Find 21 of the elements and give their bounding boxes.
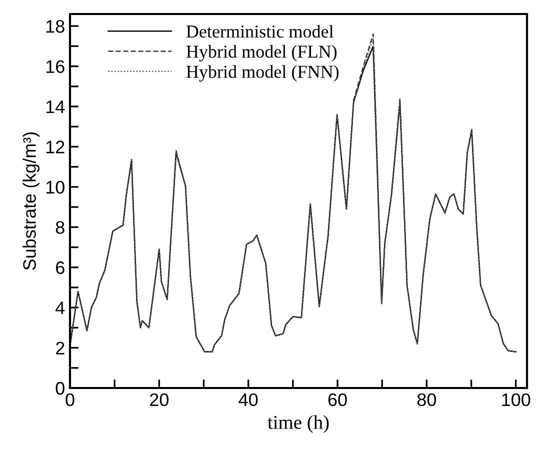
legend-label: Hybrid model (FLN) bbox=[186, 45, 337, 62]
y-tick-label: 10 bbox=[46, 180, 64, 194]
y-tick-label: 14 bbox=[46, 100, 65, 114]
y-tick-label: 16 bbox=[46, 60, 64, 73]
x-tick-label: 0 bbox=[66, 393, 74, 406]
legend-label: Hybrid model (FNN) bbox=[186, 65, 339, 82]
y-tick-label: 6 bbox=[56, 261, 64, 274]
legend-label: Deterministic model bbox=[186, 24, 334, 38]
x-tick-label: 100 bbox=[502, 393, 530, 406]
y-tick-label: 4 bbox=[56, 302, 65, 314]
x-tick-label: 40 bbox=[238, 393, 258, 406]
x-axis-title: time (h) bbox=[268, 415, 329, 433]
y-tick-label: 0 bbox=[56, 382, 64, 395]
y-tick-label: 18 bbox=[46, 20, 64, 33]
x-tick-label: 80 bbox=[417, 393, 436, 406]
x-tick-label: 60 bbox=[328, 393, 347, 406]
y-tick-label: 12 bbox=[46, 140, 64, 154]
y-axis-title: Substrate (kg/m³) bbox=[22, 132, 40, 270]
x-tick-label: 20 bbox=[150, 393, 169, 406]
y-tick-label: 8 bbox=[56, 221, 64, 234]
y-tick-label: 2 bbox=[56, 342, 64, 354]
